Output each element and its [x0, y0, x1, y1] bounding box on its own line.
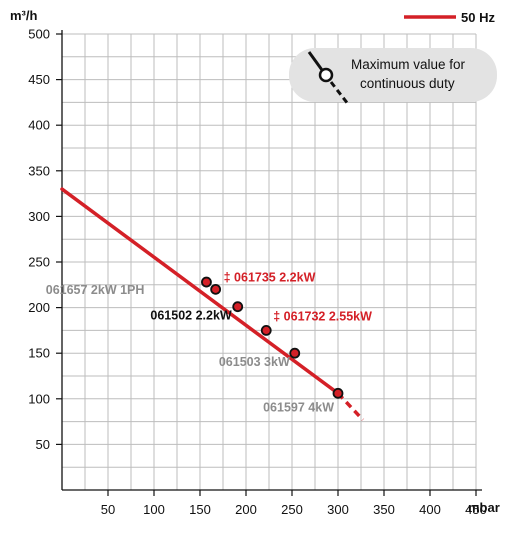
x-tick-label: 100	[143, 502, 165, 517]
duty-point-marker	[332, 387, 344, 399]
chart-axes	[56, 30, 482, 496]
y-tick-label: 300	[28, 209, 50, 224]
series-line-solid	[60, 187, 340, 396]
x-axis-tick-labels: 50 100 150 200 250 300 350 400 450	[101, 502, 487, 517]
duty-point-marker	[201, 276, 212, 288]
series-50hz	[60, 187, 365, 421]
callout-marker	[318, 67, 334, 83]
x-tick-label: 300	[327, 502, 349, 517]
y-tick-label: 50	[36, 437, 50, 452]
x-tick-label: 150	[189, 502, 211, 517]
y-tick-label: 400	[28, 118, 50, 133]
series-line-dashed	[336, 392, 365, 421]
duty-point-label: ‡ 061735 2.2kW	[224, 270, 316, 284]
duty-point-label: 061597 4kW	[263, 400, 334, 414]
x-tick-label: 400	[419, 502, 441, 517]
chart-grid	[62, 33, 477, 490]
duty-point-marker	[232, 301, 244, 313]
x-tick-label: 350	[373, 502, 395, 517]
duty-point-label: 061503 3kW	[219, 355, 290, 369]
callout-line-solid	[307, 51, 324, 71]
y-tick-label: 500	[28, 27, 50, 42]
x-tick-label: 250	[281, 502, 303, 517]
callout-text-line1: Maximum value for	[351, 57, 466, 72]
callout-text-line2: continuous duty	[360, 76, 455, 91]
duty-point-label: ‡ 061732 2.55kW	[273, 309, 372, 323]
y-tick-label: 150	[28, 346, 50, 361]
duty-point-marker	[289, 347, 301, 359]
callout-box: Maximum value for continuous duty	[289, 48, 497, 105]
duty-point-label: 061657 2kW 1PH	[46, 283, 145, 297]
y-axis-unit: m³/h	[10, 8, 38, 23]
callout-background	[289, 48, 497, 102]
callout-line-dashed	[329, 81, 350, 105]
duty-points	[201, 276, 344, 399]
y-tick-label: 100	[28, 391, 50, 406]
y-tick-label: 250	[28, 255, 50, 270]
y-axis-tick-labels: 50 100 150 200 250 300 350 400 450 500	[28, 27, 50, 452]
duty-point-marker	[210, 283, 222, 295]
x-axis-unit: mbar	[468, 500, 500, 515]
y-tick-label: 200	[28, 300, 50, 315]
x-tick-label: 450	[465, 502, 487, 517]
legend: 50 Hz	[404, 10, 495, 25]
legend-label: 50 Hz	[461, 10, 495, 25]
duty-point-labels: 061657 2kW 1PH ‡ 061735 2.2kW 061502 2.2kW…	[46, 270, 372, 414]
duty-point-marker	[260, 324, 272, 336]
x-tick-label: 50	[101, 502, 115, 517]
y-tick-label: 350	[28, 163, 50, 178]
x-tick-label: 200	[235, 502, 257, 517]
duty-point-label: 061502 2.2kW	[150, 309, 232, 323]
y-tick-label: 450	[28, 72, 50, 87]
